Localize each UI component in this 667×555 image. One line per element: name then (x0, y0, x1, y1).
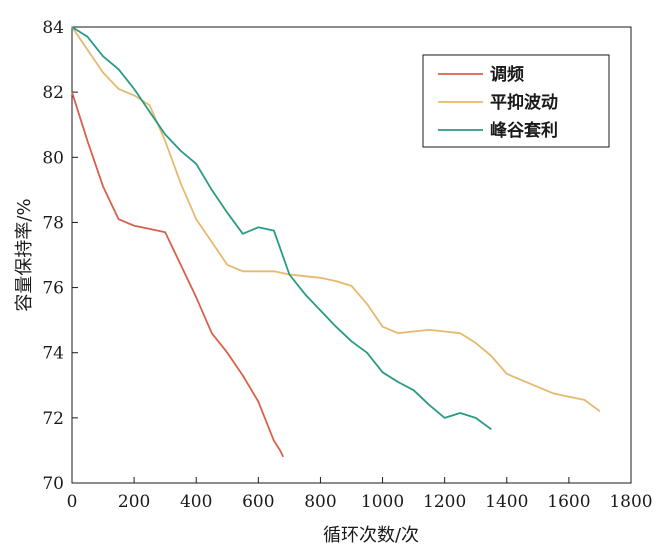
x-axis-label: 循环次数/次 (323, 525, 419, 546)
y-tick-label: 74 (42, 344, 64, 364)
y-tick-label: 72 (42, 409, 64, 429)
plot-frame (71, 26, 632, 484)
x-tick-label: 200 (118, 492, 150, 512)
series-line-frequency-regulation (71, 91, 285, 458)
legend-box (422, 54, 610, 148)
legend-label: 调频 (490, 64, 524, 85)
x-tick-label: 1600 (547, 492, 590, 512)
y-tick-label: 70 (42, 474, 64, 494)
series-line-smoothing (71, 26, 601, 413)
legend-label: 峰谷套利 (490, 120, 558, 141)
x-tick-label: 400 (180, 492, 212, 512)
y-tick-label: 80 (42, 148, 64, 168)
x-tick-label: 0 (67, 492, 78, 512)
y-tick-label: 76 (42, 279, 64, 299)
legend-label: 平抑波动 (490, 92, 558, 113)
x-tick-label: 1400 (485, 492, 528, 512)
y-tick-label: 78 (42, 213, 64, 233)
y-tick-label: 82 (42, 83, 64, 103)
x-tick-label: 800 (304, 492, 336, 512)
x-tick-label: 600 (242, 492, 274, 512)
series-line-peak-valley-arbitrage (71, 26, 492, 431)
x-tick-label: 1200 (423, 492, 466, 512)
axis-ticks: 0 200 400 600 800 1000 1200 1400 1600 1800 70 72 74 7… (42, 18, 652, 512)
y-tick-label: 84 (42, 18, 64, 38)
x-tick-label: 1000 (361, 492, 404, 512)
x-tick-label: 1800 (609, 492, 652, 512)
series-lines (71, 26, 601, 458)
y-axis-label: 容量保持率/% (14, 198, 35, 311)
